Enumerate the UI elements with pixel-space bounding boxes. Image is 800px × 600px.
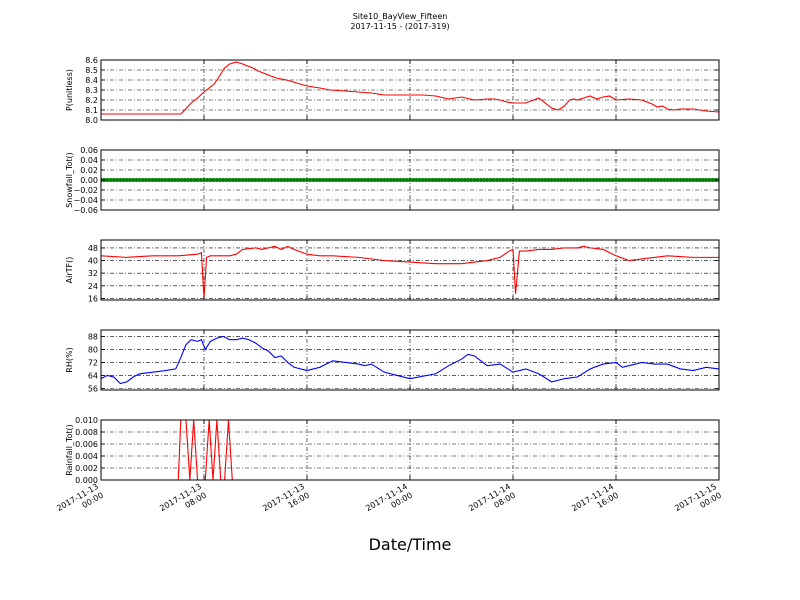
grid-lines <box>101 330 719 390</box>
y-tick-label: 0.008 <box>75 428 98 437</box>
y-tick-label: 0.00 <box>80 176 98 185</box>
y-tick-label: 32 <box>88 269 98 278</box>
y-tick-label: 0.04 <box>80 156 98 165</box>
y-tick-label: 0.06 <box>80 146 98 155</box>
figure-subtitle: 2017-11-15 - (2017-319) <box>350 22 449 31</box>
y-tick-label: 24 <box>88 282 98 291</box>
x-tick-label: 2017-11-1308:00 <box>158 482 208 522</box>
y-tick-label: 72 <box>88 358 98 367</box>
y-tick-label: 64 <box>88 371 98 380</box>
y-axis-label: RH(%) <box>65 347 74 372</box>
chart-panel-1: 8.08.18.28.38.48.58.6 P(unitless) <box>65 56 720 125</box>
y-tick-label: 0.000 <box>75 476 98 485</box>
series-line <box>101 61 719 115</box>
x-axis-label: Date/Time <box>369 535 452 554</box>
y-tick-label: 0.006 <box>75 440 98 449</box>
series-line <box>101 245 719 299</box>
y-tick-label: −0.06 <box>73 206 98 215</box>
x-tick-label: 2017-11-1400:00 <box>364 482 414 522</box>
figure-title: Site10_BayView_Fifteen <box>353 12 448 21</box>
grid-lines <box>101 420 719 480</box>
y-tick-label: 0.002 <box>75 464 98 473</box>
x-tick-label: 2017-11-1300:00 <box>55 482 105 522</box>
y-axis-label: P(unitless) <box>65 69 74 111</box>
y-tick-label: 80 <box>88 345 98 354</box>
series-line <box>101 335 719 385</box>
grid-lines <box>101 60 719 120</box>
chart-panel-4: 56 64 72 80 88 RH(%) <box>65 329 720 393</box>
y-tick-label: 8.6 <box>85 56 98 65</box>
grid-lines <box>101 240 719 300</box>
chart-panel-5: 0.000 0.002 0.004 0.006 0.008 0.010Rainfall_T… <box>65 416 720 485</box>
y-tick-label: 0.02 <box>80 166 98 175</box>
series-line <box>101 420 719 480</box>
y-axis-label: Snowfall_Tot() <box>65 152 74 208</box>
y-tick-label: −0.04 <box>73 196 98 205</box>
y-tick-label: 8.1 <box>85 106 98 115</box>
y-tick-label: 0.004 <box>75 452 98 461</box>
y-tick-label: 16 <box>88 294 98 303</box>
y-tick-label: 48 <box>88 244 98 253</box>
y-tick-label: 88 <box>88 332 98 341</box>
y-tick-label: 8.2 <box>85 96 98 105</box>
y-tick-label: −0.02 <box>73 186 98 195</box>
y-axis-label: Rainfall_Tot() <box>65 424 74 476</box>
y-tick-label: 8.4 <box>85 76 98 85</box>
x-tick-label: 2017-11-1408:00 <box>467 482 517 522</box>
panels: 8.08.18.28.38.48.58.6P(unitless)−0.06−0.… <box>65 56 720 485</box>
y-axis-label: AirTF() <box>65 257 74 284</box>
x-tick-label: 2017-11-1316:00 <box>261 482 311 522</box>
y-tick-label: 8.5 <box>85 66 98 75</box>
x-tick-label: 2017-11-1500:00 <box>673 482 723 522</box>
y-tick-label: 40 <box>88 257 98 266</box>
chart-panel-3: 16 24 32 40 48 AirTF() <box>65 239 720 303</box>
y-tick-label: 56 <box>88 384 98 393</box>
x-tick-label: 2017-11-1416:00 <box>570 482 620 522</box>
y-tick-label: 0.010 <box>75 416 98 425</box>
x-tick-labels: 2017-11-1300:00 2017-11-1308:00 2017-11-13… <box>55 482 723 522</box>
y-tick-label: 8.3 <box>85 86 98 95</box>
y-tick-label: 8.0 <box>85 116 98 125</box>
chart-panel-2: −0.06−0.04−0.020.000.020.040.06 Snowfall_… <box>65 146 720 215</box>
